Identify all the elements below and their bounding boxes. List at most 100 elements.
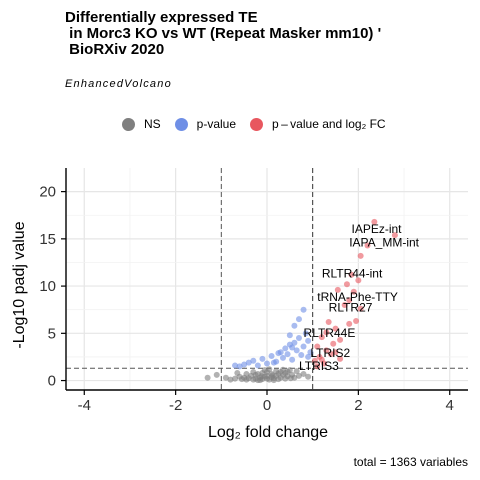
legend-swatch-ns: [122, 117, 135, 131]
data-point: [289, 344, 296, 351]
data-point: [279, 366, 286, 373]
data-point: [264, 360, 270, 367]
data-point: [307, 349, 314, 356]
data-point: [286, 332, 293, 339]
data-point: [243, 370, 250, 377]
data-point: [213, 371, 220, 378]
data-point: [346, 320, 353, 327]
data-point: [232, 362, 239, 369]
point-label: LTRIS3: [299, 359, 339, 373]
x-tick-label: -2: [169, 397, 182, 414]
legend-item-both: p – value and log₂ FC: [250, 117, 386, 131]
data-point: [254, 362, 261, 369]
data-point: [341, 301, 348, 308]
data-point: [284, 368, 291, 375]
data-point: [222, 374, 229, 381]
data-point: [330, 340, 337, 347]
y-tick-label: 5: [48, 325, 56, 342]
data-point: [282, 345, 289, 352]
point-label: IAPEz-int: [352, 222, 403, 236]
data-point: [318, 334, 325, 341]
data-point: [314, 343, 321, 350]
data-point: [353, 318, 360, 325]
data-point: [241, 361, 248, 368]
data-point: [259, 355, 266, 362]
data-point: [305, 337, 312, 344]
data-point: [275, 370, 282, 377]
data-point: [204, 374, 211, 381]
y-tick-label: 0: [48, 373, 56, 390]
data-point: [332, 325, 339, 332]
data-point: [332, 349, 339, 356]
data-point: [337, 355, 344, 362]
legend-label-ns: NS: [144, 117, 161, 131]
data-point: [234, 369, 241, 376]
data-point: [291, 339, 298, 346]
axes: -4 -2 0 2 4 0 5 10 15 20: [39, 168, 468, 414]
data-point: [227, 376, 234, 383]
data-point: [295, 372, 302, 379]
legend-swatch-pvalue: [174, 117, 188, 131]
data-point: [258, 373, 265, 380]
data-point: [314, 363, 321, 370]
x-tick-label: 4: [446, 397, 454, 414]
y-tick-label: 15: [39, 231, 56, 248]
data-point: [295, 316, 302, 323]
y-tick-label: 10: [39, 278, 56, 295]
point-label: tRNA-Phe-TTY: [317, 290, 398, 304]
data-point: [269, 372, 276, 379]
data-point: [300, 370, 307, 377]
x-axis-label: Log₂ fold change: [208, 424, 328, 441]
data-point: [264, 372, 270, 379]
legend-swatch-both: [250, 117, 264, 131]
data-point: [311, 357, 318, 364]
caption: total = 1363 variables: [353, 455, 468, 469]
grid: [66, 168, 468, 390]
data-point: [323, 347, 330, 354]
chart-title: Differentially expressed TE in Morc3 KO …: [65, 9, 382, 58]
data-point: [270, 377, 277, 384]
y-tick-label: 20: [39, 184, 56, 201]
x-tick-label: 0: [263, 397, 271, 414]
data-point: [293, 347, 300, 354]
data-point: [298, 352, 305, 359]
data-point: [325, 318, 332, 325]
data-point: [364, 242, 371, 249]
data-point: [275, 350, 282, 357]
data-point: [266, 366, 273, 373]
point-label: IAPA_MM-int: [349, 235, 419, 249]
data-point: [261, 367, 268, 374]
data-point: [348, 271, 355, 278]
data-point: [357, 252, 364, 259]
data-point: [355, 277, 362, 284]
data-point: [300, 306, 307, 313]
data-point: [279, 354, 286, 361]
data-point: [250, 357, 257, 364]
data-point: [391, 232, 398, 239]
data-point: [323, 329, 330, 336]
data-point: [268, 352, 275, 359]
data-point: [327, 351, 334, 358]
data-point: [302, 330, 309, 337]
data-point: [305, 353, 312, 360]
legend: NS p-value p – value and log₂ FC: [122, 117, 400, 131]
legend-item-ns: NS: [122, 117, 161, 131]
data-point: [357, 305, 364, 312]
x-tick-label: 2: [354, 397, 362, 414]
data-point: [291, 322, 298, 329]
data-point: [300, 343, 307, 350]
point-label: RLTR27: [329, 301, 373, 315]
legend-label-both: p – value and log₂ FC: [272, 117, 386, 131]
data-point: [284, 351, 291, 358]
data-point: [270, 359, 277, 366]
data-point: [346, 297, 353, 304]
data-point: [334, 286, 341, 293]
legend-label-pvalue: p-value: [196, 117, 237, 131]
legend-item-pvalue: p-value: [174, 117, 237, 131]
data-point: [293, 368, 300, 375]
point-label: RLTR44E: [304, 326, 356, 340]
data-point: [371, 218, 378, 225]
data-point: [343, 281, 350, 288]
